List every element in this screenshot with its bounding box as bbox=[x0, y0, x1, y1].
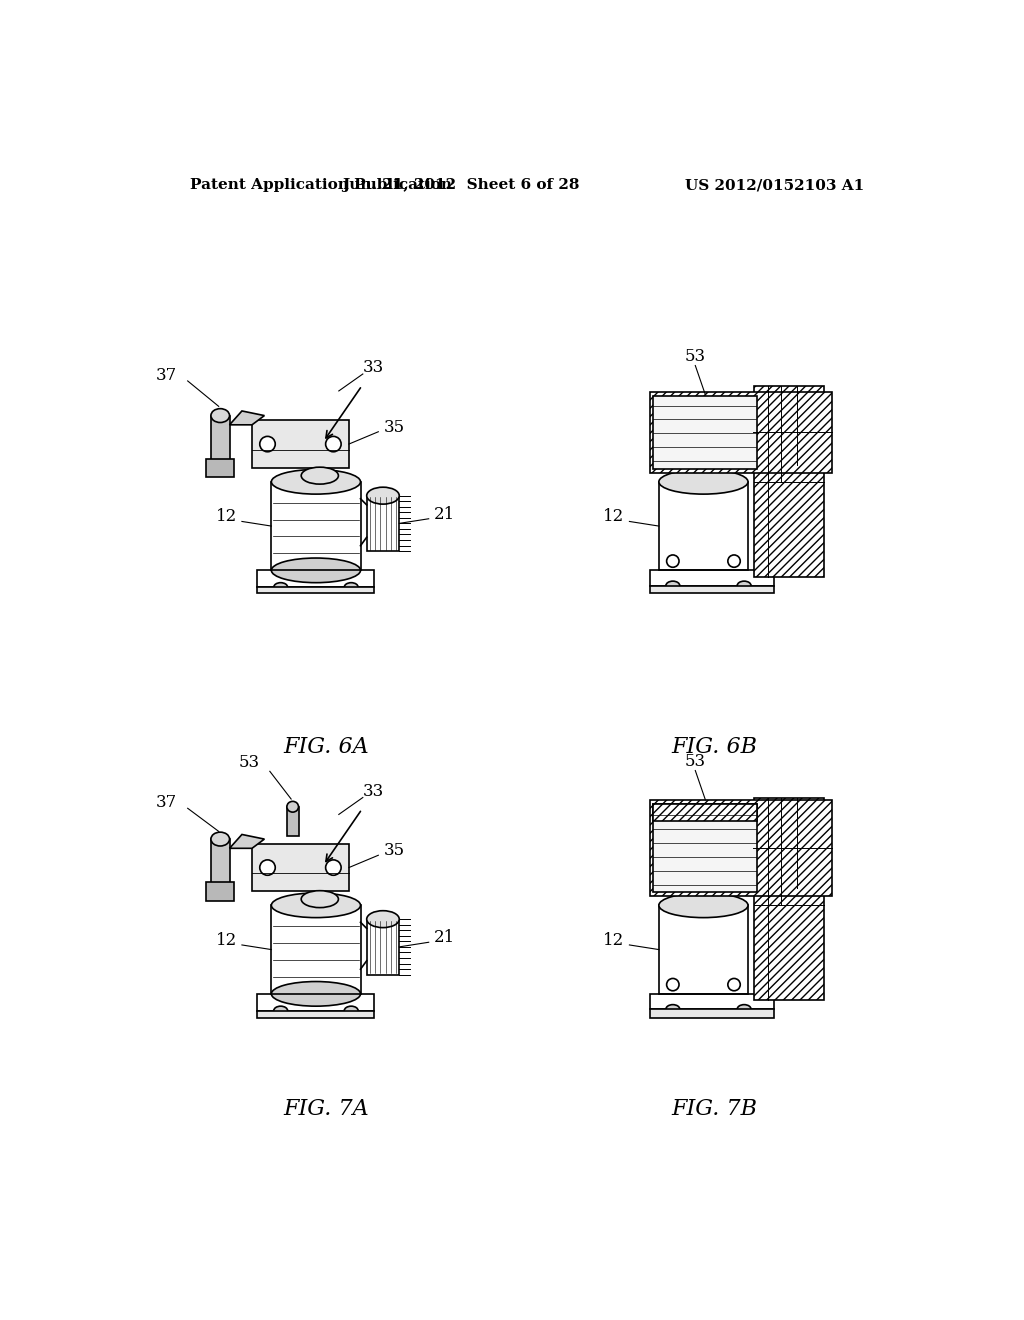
Bar bbox=[252, 843, 349, 891]
Bar bbox=[367, 496, 399, 552]
Ellipse shape bbox=[658, 894, 748, 917]
Bar bbox=[653, 396, 757, 469]
Text: 35: 35 bbox=[383, 842, 404, 859]
Ellipse shape bbox=[260, 437, 275, 451]
Ellipse shape bbox=[271, 558, 360, 582]
Ellipse shape bbox=[273, 582, 288, 591]
Text: Jun. 21, 2012  Sheet 6 of 28: Jun. 21, 2012 Sheet 6 of 28 bbox=[342, 178, 580, 193]
Bar bbox=[649, 570, 773, 586]
Ellipse shape bbox=[273, 1006, 288, 1015]
Text: 21: 21 bbox=[433, 929, 455, 946]
Text: 53: 53 bbox=[240, 754, 260, 771]
Ellipse shape bbox=[326, 859, 341, 875]
Text: 12: 12 bbox=[216, 932, 237, 949]
Text: 33: 33 bbox=[362, 783, 384, 800]
Ellipse shape bbox=[737, 1005, 751, 1014]
Ellipse shape bbox=[666, 581, 680, 590]
Polygon shape bbox=[649, 586, 773, 594]
Bar bbox=[658, 906, 748, 994]
Text: 12: 12 bbox=[216, 508, 237, 525]
Ellipse shape bbox=[211, 409, 229, 422]
Bar bbox=[287, 807, 299, 836]
Polygon shape bbox=[229, 411, 264, 425]
Ellipse shape bbox=[367, 911, 399, 928]
Polygon shape bbox=[257, 587, 375, 594]
Bar bbox=[211, 840, 229, 884]
Ellipse shape bbox=[737, 581, 751, 590]
Bar bbox=[252, 420, 349, 469]
Bar bbox=[206, 882, 234, 900]
Text: Patent Application Publication: Patent Application Publication bbox=[190, 178, 452, 193]
Ellipse shape bbox=[344, 1006, 358, 1015]
Ellipse shape bbox=[271, 470, 360, 494]
Ellipse shape bbox=[667, 978, 679, 991]
Polygon shape bbox=[257, 1011, 375, 1019]
Text: FIG. 6A: FIG. 6A bbox=[284, 737, 370, 759]
Text: 53: 53 bbox=[685, 347, 706, 364]
Bar bbox=[367, 919, 399, 974]
Text: 53: 53 bbox=[685, 752, 706, 770]
Text: 37: 37 bbox=[156, 367, 176, 384]
Bar bbox=[658, 482, 748, 570]
Ellipse shape bbox=[667, 554, 679, 568]
Bar bbox=[211, 416, 229, 461]
Text: 21: 21 bbox=[433, 506, 455, 523]
Ellipse shape bbox=[728, 554, 740, 568]
Bar bbox=[206, 459, 234, 478]
Ellipse shape bbox=[666, 1005, 680, 1014]
Ellipse shape bbox=[728, 978, 740, 991]
Text: 12: 12 bbox=[603, 932, 625, 949]
Polygon shape bbox=[229, 834, 264, 849]
Bar bbox=[755, 385, 824, 577]
Bar bbox=[653, 804, 757, 892]
Bar bbox=[653, 804, 757, 821]
Ellipse shape bbox=[287, 801, 299, 812]
Ellipse shape bbox=[301, 467, 338, 484]
Ellipse shape bbox=[658, 470, 748, 494]
Text: FIG. 7B: FIG. 7B bbox=[671, 1098, 757, 1121]
Ellipse shape bbox=[367, 487, 399, 504]
Text: US 2012/0152103 A1: US 2012/0152103 A1 bbox=[685, 178, 864, 193]
Bar bbox=[257, 570, 375, 587]
Bar bbox=[649, 800, 831, 896]
Bar bbox=[271, 906, 360, 994]
Bar bbox=[755, 797, 824, 1001]
Ellipse shape bbox=[326, 437, 341, 451]
Ellipse shape bbox=[260, 859, 275, 875]
Bar bbox=[649, 994, 773, 1010]
Bar bbox=[257, 994, 375, 1011]
Ellipse shape bbox=[271, 894, 360, 917]
Ellipse shape bbox=[301, 891, 338, 908]
Polygon shape bbox=[649, 1010, 773, 1019]
Text: 12: 12 bbox=[603, 508, 625, 525]
Text: FIG. 7A: FIG. 7A bbox=[284, 1098, 370, 1121]
Ellipse shape bbox=[271, 982, 360, 1006]
Text: FIG. 6B: FIG. 6B bbox=[671, 737, 757, 759]
Text: 33: 33 bbox=[362, 359, 384, 376]
Ellipse shape bbox=[344, 582, 358, 591]
Text: 37: 37 bbox=[156, 793, 176, 810]
Bar bbox=[271, 482, 360, 570]
Ellipse shape bbox=[211, 832, 229, 846]
Text: 35: 35 bbox=[383, 418, 404, 436]
Bar bbox=[649, 392, 831, 473]
